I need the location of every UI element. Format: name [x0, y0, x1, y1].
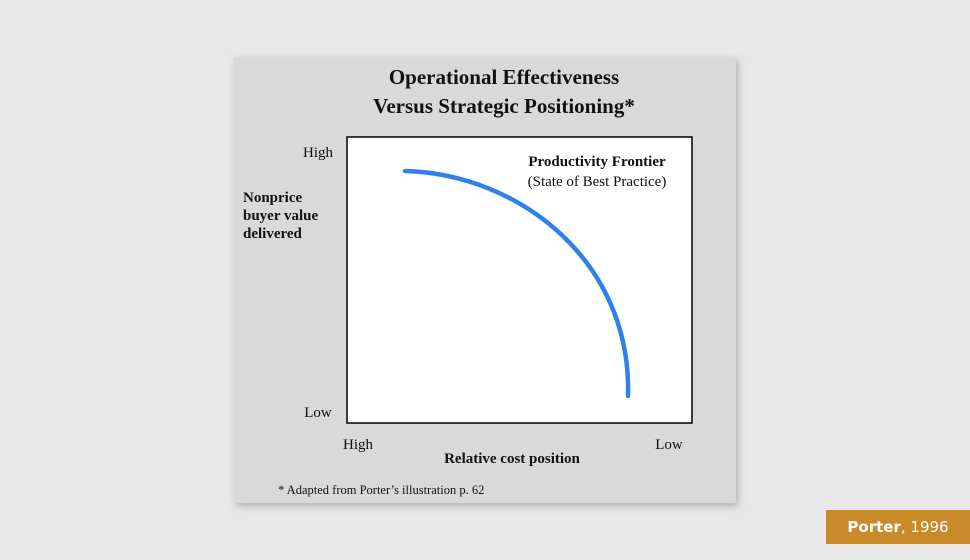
y-label: buyer value [243, 208, 318, 224]
plot-box [346, 136, 693, 424]
title-line: Operational Effectiveness [389, 65, 619, 89]
footnote: * Adapted from Porter’s illustration p. … [278, 483, 484, 497]
x-label: Relative cost position [444, 451, 580, 467]
badge-author: Porter [847, 518, 901, 536]
curve-title: Productivity Frontier [528, 154, 666, 170]
y-label: delivered [243, 226, 303, 242]
curve-subtitle: (State of Best Practice) [528, 174, 667, 190]
badge [826, 510, 970, 544]
x-low: Low [655, 437, 683, 453]
title-line: Versus Strategic Positioning* [373, 94, 635, 118]
badge-text: Porter, 1996 [847, 518, 948, 536]
x-high: High [343, 437, 374, 453]
y-low: Low [304, 405, 332, 421]
y-label: Nonprice [243, 190, 303, 206]
y-high: High [303, 145, 334, 161]
frontier-curve [402, 168, 631, 399]
badge-year: , 1996 [901, 518, 949, 536]
